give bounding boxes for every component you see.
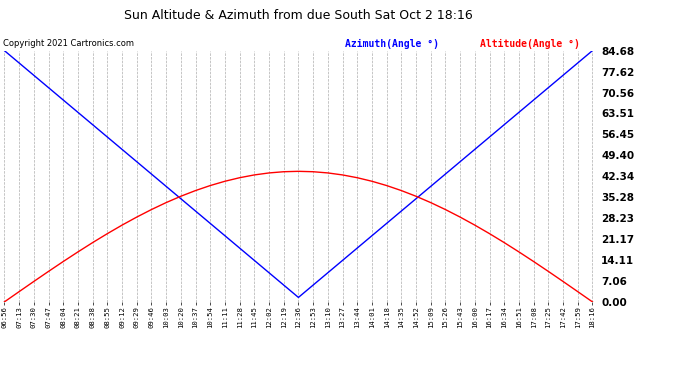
- Text: Sun Altitude & Azimuth from due South Sat Oct 2 18:16: Sun Altitude & Azimuth from due South Sa…: [124, 9, 473, 22]
- Text: Copyright 2021 Cartronics.com: Copyright 2021 Cartronics.com: [3, 39, 134, 48]
- Text: Altitude(Angle °): Altitude(Angle °): [480, 39, 580, 50]
- Text: Azimuth(Angle °): Azimuth(Angle °): [345, 39, 439, 50]
